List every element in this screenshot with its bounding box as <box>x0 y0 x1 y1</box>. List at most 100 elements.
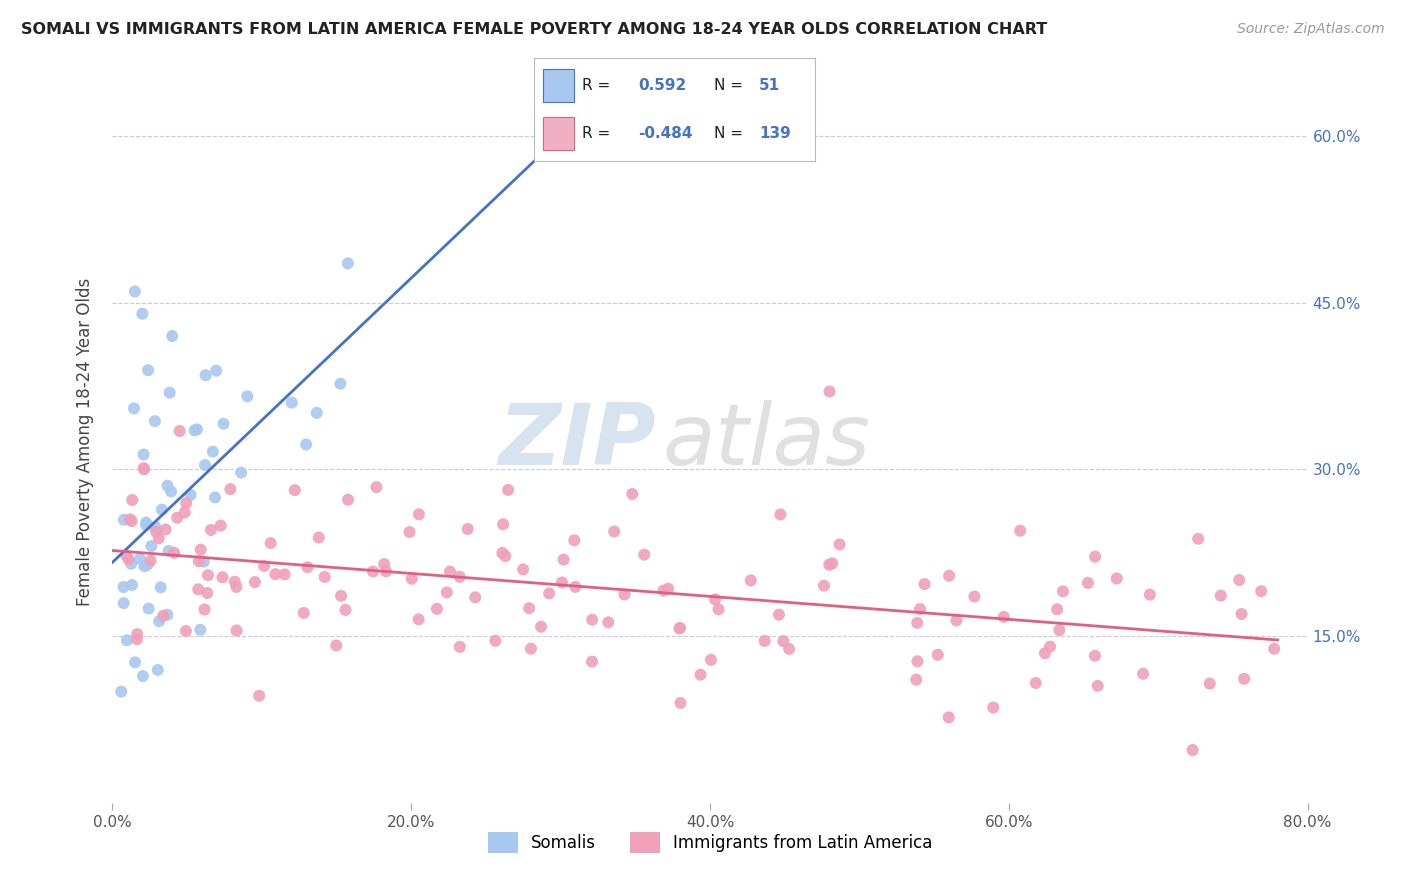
Point <box>375 565 398 579</box>
Text: Source: ZipAtlas.com: Source: ZipAtlas.com <box>1237 22 1385 37</box>
Point <box>1039 640 1062 654</box>
Point <box>145 520 167 534</box>
Point <box>1132 666 1154 681</box>
Point <box>1084 549 1107 564</box>
Point <box>124 656 146 670</box>
Point <box>305 406 328 420</box>
Point <box>517 601 540 615</box>
Point <box>259 536 281 550</box>
Point <box>603 524 626 539</box>
Point <box>449 570 471 584</box>
Point <box>530 620 553 634</box>
Point <box>125 632 148 647</box>
Point <box>1087 679 1109 693</box>
Text: N =: N = <box>714 127 744 142</box>
Point <box>669 696 692 710</box>
Point <box>1233 672 1256 686</box>
Point <box>166 510 188 524</box>
Point <box>121 514 143 528</box>
Point <box>668 622 690 636</box>
Point <box>186 422 208 436</box>
Point <box>136 363 159 377</box>
Text: ZIP: ZIP <box>499 400 657 483</box>
Point <box>152 608 174 623</box>
Point <box>135 516 157 530</box>
Point <box>652 583 675 598</box>
Point <box>115 548 138 562</box>
Point <box>769 508 792 522</box>
Point <box>193 555 215 569</box>
Point <box>120 512 142 526</box>
Point <box>205 364 228 378</box>
Point <box>132 448 155 462</box>
Point <box>907 654 929 668</box>
Point <box>124 285 146 299</box>
Point <box>426 602 449 616</box>
Point <box>156 479 179 493</box>
Point <box>162 329 183 343</box>
Point <box>212 417 235 431</box>
Point <box>159 385 181 400</box>
Point <box>336 256 359 270</box>
Point <box>813 579 835 593</box>
Point <box>284 483 307 498</box>
Point <box>1084 648 1107 663</box>
Point <box>598 615 620 630</box>
Point <box>905 615 928 630</box>
Point <box>905 673 928 687</box>
Point <box>325 639 347 653</box>
Point <box>115 633 138 648</box>
Point <box>1187 532 1209 546</box>
Point <box>914 577 936 591</box>
Point <box>148 614 170 628</box>
Bar <box>543 118 574 150</box>
Point <box>704 592 727 607</box>
Point <box>174 624 197 638</box>
Point <box>401 572 423 586</box>
Point <box>993 610 1015 624</box>
Bar <box>543 70 574 102</box>
Point <box>149 580 172 594</box>
Point <box>180 488 202 502</box>
Point <box>772 634 794 648</box>
Text: atlas: atlas <box>662 400 870 483</box>
Point <box>148 531 170 545</box>
Point <box>1139 588 1161 602</box>
Point <box>117 552 139 566</box>
Text: 139: 139 <box>759 127 792 142</box>
Point <box>174 496 197 510</box>
Point <box>707 602 730 616</box>
Point <box>613 588 636 602</box>
Point <box>1227 573 1250 587</box>
Point <box>155 523 177 537</box>
Point <box>132 461 155 475</box>
Point <box>195 586 218 600</box>
Point <box>457 522 479 536</box>
Point <box>194 368 217 383</box>
Point <box>329 376 352 391</box>
Point <box>538 586 561 600</box>
Point <box>449 640 471 654</box>
Point <box>436 585 458 599</box>
Point <box>173 506 195 520</box>
Point <box>138 601 160 615</box>
Point <box>361 565 384 579</box>
Point <box>740 574 762 588</box>
Point <box>1250 584 1272 599</box>
Point <box>314 570 336 584</box>
Point <box>163 546 186 560</box>
Point <box>366 480 388 494</box>
Point <box>131 307 153 321</box>
Point <box>492 517 515 532</box>
Point <box>190 542 212 557</box>
Point <box>981 700 1004 714</box>
Point <box>945 614 967 628</box>
Point <box>439 565 461 579</box>
Point <box>1230 607 1253 621</box>
Point <box>193 602 215 616</box>
Point <box>408 612 430 626</box>
Point <box>143 414 166 428</box>
Point <box>112 513 135 527</box>
Point <box>134 462 156 476</box>
Point <box>225 580 247 594</box>
